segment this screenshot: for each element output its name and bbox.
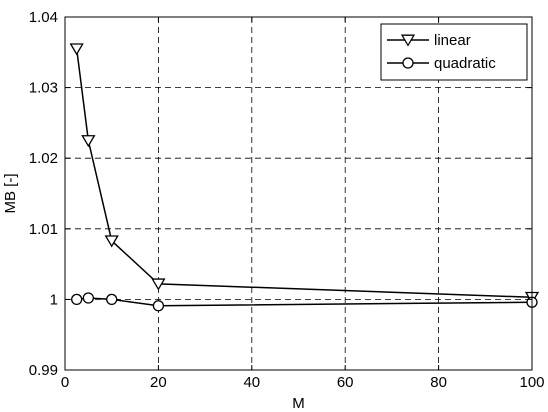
legend-box <box>380 23 528 81</box>
x-tick-label: 60 <box>337 374 354 391</box>
y-tick-label: 1.02 <box>29 150 58 167</box>
y-tick-label: 1.04 <box>29 9 58 26</box>
legend-marker-shape <box>400 34 416 47</box>
data-point-linear <box>69 43 84 56</box>
y-tick-label: 0.99 <box>29 362 58 379</box>
data-point-quadratic <box>152 300 165 312</box>
x-tick-label: 20 <box>150 374 167 391</box>
y-axis-label: MB [-] <box>2 174 19 214</box>
legend-item-quadratic: quadratic <box>387 55 496 72</box>
data-point-linear <box>81 135 96 148</box>
legend-label-linear: linear <box>434 32 471 49</box>
series-layer <box>69 43 540 312</box>
legend-marker-quadratic <box>402 57 414 69</box>
y-tick-label: 1.01 <box>29 221 58 238</box>
axes <box>64 16 533 371</box>
legend-item-linear: linear <box>387 32 471 49</box>
axes-frame <box>64 16 533 371</box>
data-point-linear <box>151 278 166 291</box>
x-axis-label: M <box>292 395 305 412</box>
data-point-quadratic <box>71 293 83 306</box>
legend-label-quadratic: quadratic <box>434 55 496 72</box>
data-point-quadratic <box>82 292 94 304</box>
x-tick-label: 40 <box>243 374 260 391</box>
x-tick-label: 80 <box>430 374 447 391</box>
tick-labels: 0 20 40 60 80 100 0.99 1 1.01 1.02 1.03 1.04 <box>29 9 545 391</box>
data-point-quadratic <box>106 293 118 306</box>
y-tick-label: 1 <box>50 291 58 308</box>
legend-marker-linear <box>400 34 416 47</box>
legend: linear quadratic <box>380 23 528 81</box>
x-tick-label: 100 <box>519 374 544 391</box>
legend-marker-shape <box>402 57 414 69</box>
x-tick-label: 0 <box>61 374 69 391</box>
data-point-linear <box>104 235 119 248</box>
y-tick-label: 1.03 <box>29 80 58 97</box>
series-quadratic <box>71 292 538 312</box>
series-linear <box>69 43 540 304</box>
